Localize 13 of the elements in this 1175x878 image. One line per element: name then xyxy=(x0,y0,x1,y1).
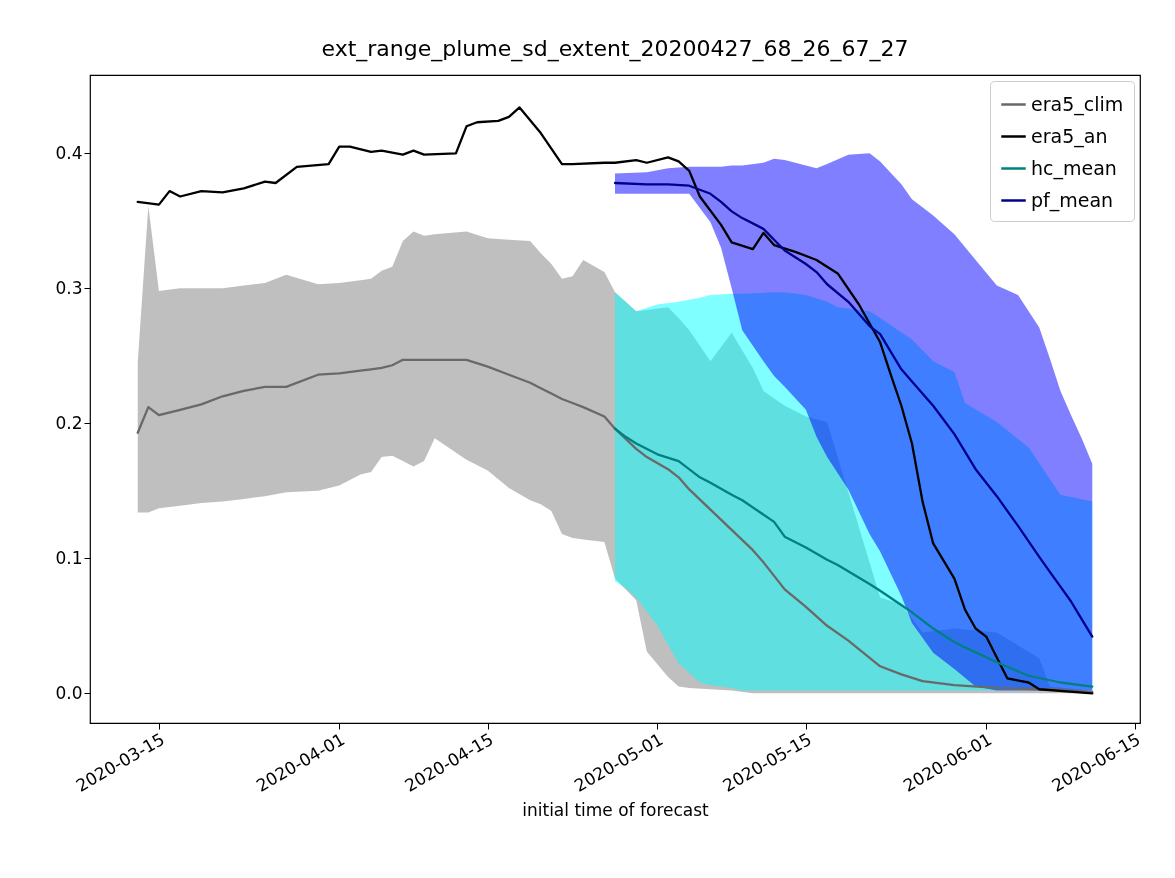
legend-label: era5_clim xyxy=(1031,92,1124,116)
chart-title: ext_range_plume_sd_extent_20200427_68_26_67_27 xyxy=(321,36,909,62)
legend-label: pf_mean xyxy=(1031,188,1114,212)
line-series xyxy=(136,358,1094,694)
y-tick-label: 0.3 xyxy=(55,277,83,298)
y-tick-label: 0.2 xyxy=(55,412,83,433)
x-axis-title: initial time of forecast xyxy=(522,799,710,820)
y-tick-label: 0.1 xyxy=(55,547,83,568)
y-tick-label: 0.4 xyxy=(55,142,83,163)
y-tick-label: 0.0 xyxy=(55,682,83,703)
legend-label: era5_an xyxy=(1031,124,1108,148)
line-series xyxy=(613,427,1094,688)
legend-label: hc_mean xyxy=(1031,156,1117,180)
